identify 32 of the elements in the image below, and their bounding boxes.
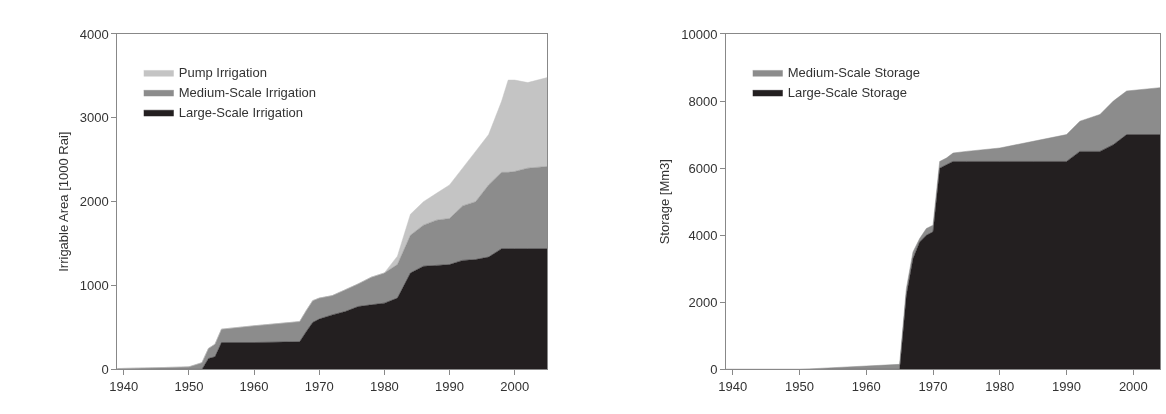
legend-label: Large-Scale Storage (787, 85, 907, 101)
x-tick-label: 1980 (369, 378, 399, 394)
x-tick-label: 1960 (851, 378, 881, 394)
y-tick-label: 8000 (688, 93, 718, 109)
x-tick-label: 1950 (174, 378, 204, 394)
y-tick-label: 6000 (688, 160, 718, 176)
y-tick-label: 4000 (688, 227, 718, 243)
y-tick-label: 10000 (681, 26, 718, 42)
x-tick-label: 1990 (1052, 378, 1082, 394)
y-tick-label: 2000 (79, 194, 109, 210)
x-tick-label: 2000 (500, 378, 530, 394)
x-tick-label: 1970 (304, 378, 334, 394)
x-tick-label: 1950 (785, 378, 814, 394)
x-tick-label: 1960 (239, 378, 269, 394)
x-tick-label: 1980 (985, 378, 1015, 394)
y-axis-title: Storage [Mm3] (657, 159, 673, 245)
legend-label: Large-Scale Irrigation (178, 105, 304, 121)
legend-label: Medium-Scale Irrigation (178, 85, 317, 101)
y-tick-label: 0 (101, 361, 109, 377)
y-tick-label: 0 (710, 361, 718, 377)
x-tick-label: 1940 (109, 378, 139, 394)
x-tick-label: 2000 (1118, 378, 1148, 394)
x-tick-label: 1990 (435, 378, 465, 394)
x-tick-label: 1970 (918, 378, 948, 394)
y-tick-label: 2000 (688, 294, 718, 310)
y-axis-title: Irrigable Area [1000 Rai] (55, 131, 71, 272)
y-tick-label: 3000 (79, 110, 109, 126)
x-tick-label: 1940 (718, 378, 748, 394)
legend-label: Medium-Scale Storage (787, 65, 920, 81)
legend-label: Pump Irrigation (178, 65, 267, 81)
y-tick-label: 4000 (79, 26, 109, 42)
y-tick-label: 1000 (79, 278, 109, 294)
